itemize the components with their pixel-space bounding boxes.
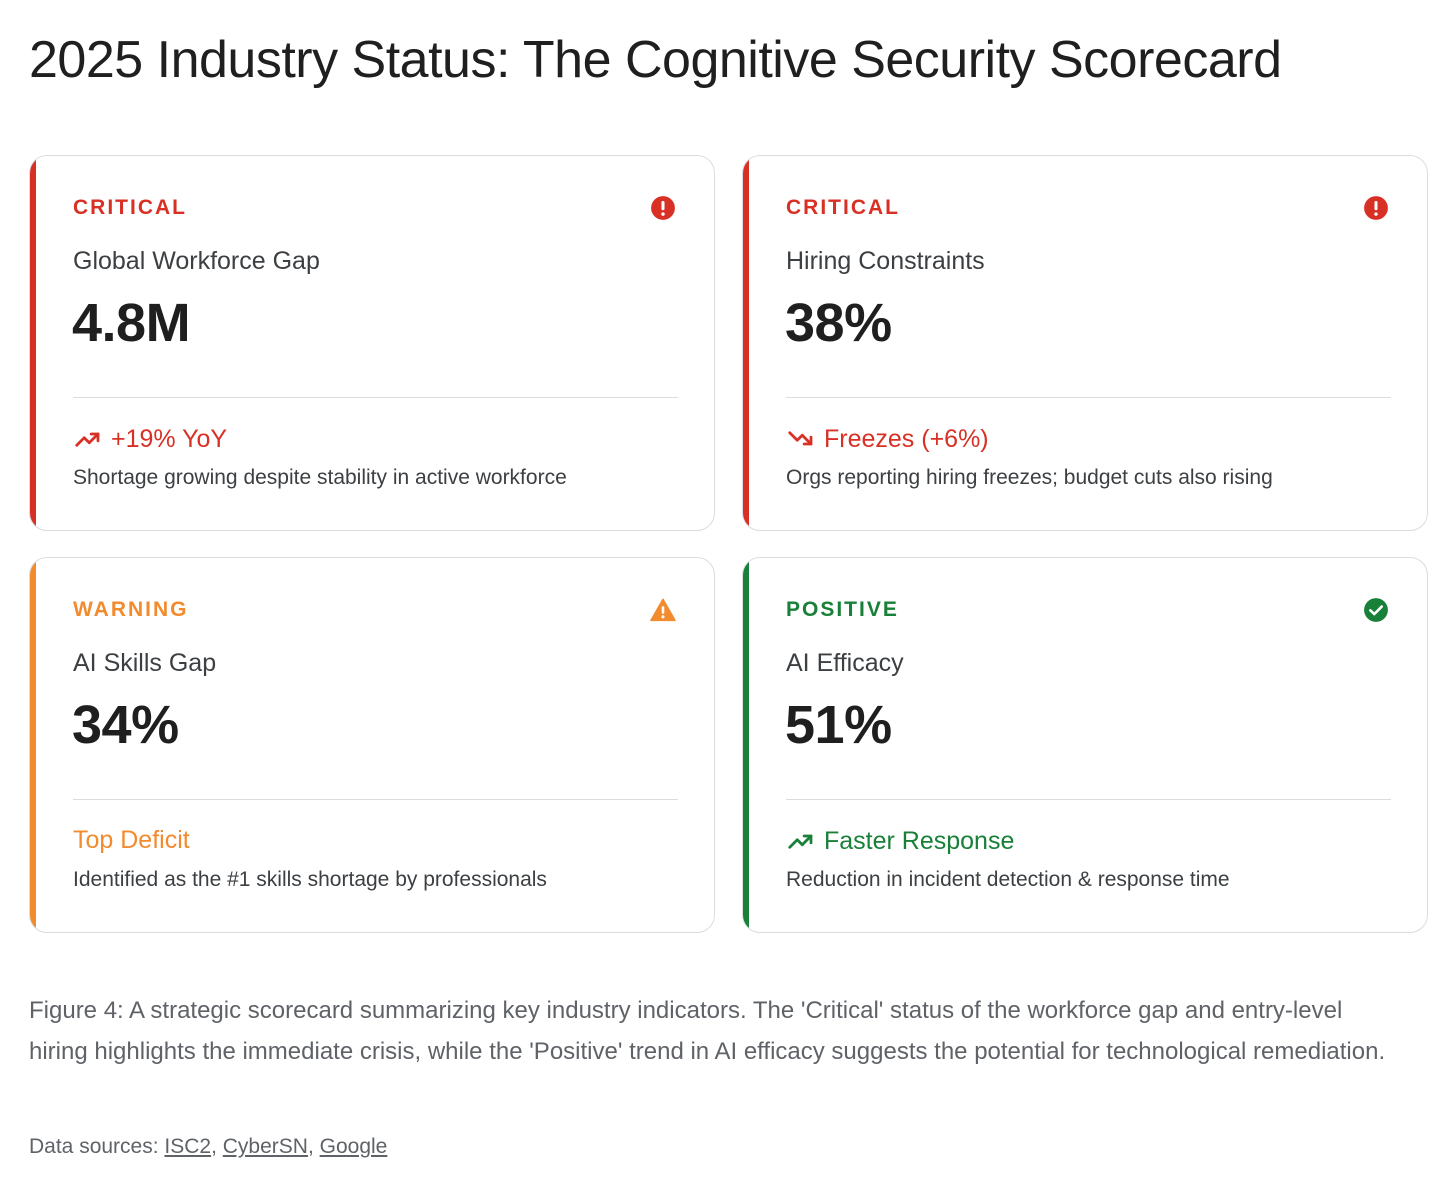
sources-separator: , [307,1135,320,1158]
status-badge: CRITICAL [73,196,187,219]
divider [73,799,678,800]
trend: +19% YoY [73,424,227,454]
metric-value: 38% [785,293,892,353]
divider [73,397,678,398]
trend-text: Freezes (+6%) [824,424,989,453]
trend-text: Faster Response [824,826,1015,855]
trending-up-icon [75,432,100,447]
sources-separator: , [211,1135,223,1158]
metric-label: AI Efficacy [786,649,904,677]
metric-value: 51% [785,695,892,755]
metric-label: AI Skills Gap [73,649,217,677]
metric-detail: Reduction in incident detection & respon… [786,868,1230,891]
metric-value: 4.8M [72,293,191,353]
trend: Faster Response [786,826,1014,856]
metric-detail: Shortage growing despite stability in ac… [73,466,567,489]
page-title: 2025 Industry Status: The Cognitive Secu… [29,31,1282,89]
status-badge: POSITIVE [786,598,899,621]
figure-caption: Figure 4: A strategic scorecard summariz… [29,997,1386,1065]
card-hiring-constraints: CRITICAL Hiring Constraints 38% Freezes … [742,155,1428,531]
status-badge: CRITICAL [786,196,900,219]
metric-detail: Orgs reporting hiring freezes; budget cu… [786,466,1273,489]
sources-prefix: Data sources: [29,1135,165,1158]
source-link-google[interactable]: Google [319,1135,388,1158]
source-link-isc2[interactable]: ISC2 [164,1135,212,1158]
metric-label: Global Workforce Gap [73,247,320,275]
warning-triangle-icon [650,598,676,622]
alert-circle-icon [1364,196,1388,220]
trending-down-icon [788,431,813,446]
metric-value: 34% [72,695,179,755]
metric-detail: Identified as the #1 skills shortage by … [73,868,547,891]
card-global-workforce-gap: CRITICAL Global Workforce Gap 4.8M +19% … [29,155,715,531]
status-badge: WARNING [73,598,189,621]
divider [786,397,1391,398]
trending-up-icon [788,834,813,849]
card-ai-skills-gap: WARNING AI Skills Gap 34% Top Deficit Id… [29,557,715,933]
metric-label: Hiring Constraints [786,247,985,275]
check-circle-icon [1364,598,1388,622]
data-sources: Data sources: ISC2, CyberSN, Google [29,1135,387,1159]
trend: Freezes (+6%) [786,424,989,454]
trend: Top Deficit [73,826,190,855]
card-ai-efficacy: POSITIVE AI Efficacy 51% Faster Response… [742,557,1428,933]
trend-text: Top Deficit [73,826,190,854]
scorecard-grid: CRITICAL Global Workforce Gap 4.8M +19% … [29,155,1428,933]
alert-circle-icon [651,196,675,220]
divider [786,799,1391,800]
source-link-cybersn[interactable]: CyberSN [222,1135,308,1158]
trend-text: +19% YoY [111,424,228,453]
